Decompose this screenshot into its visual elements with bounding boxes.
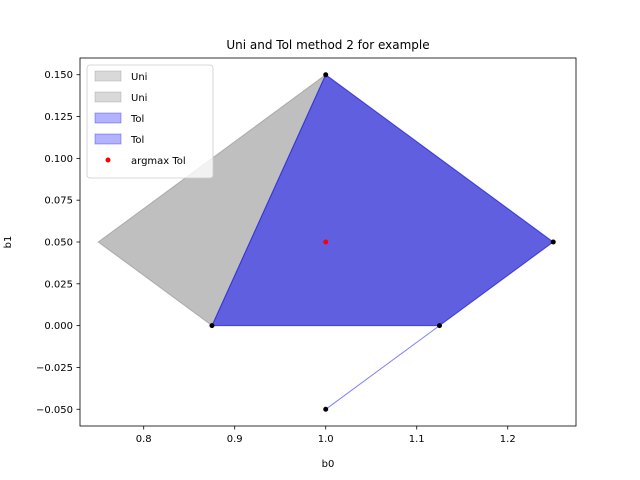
legend-label: argmax Tol [131,156,186,167]
y-tick-label: −0.025 [36,363,73,374]
legend-label: Tol [130,135,144,146]
legend-label: Uni [131,93,147,104]
y-tick-label: 0.075 [44,196,73,207]
x-tick-label: 0.9 [227,434,243,445]
vertex-point-2 [209,323,215,329]
legend-label: Uni [131,72,147,83]
x-tick-label: 1.0 [318,434,334,445]
legend-marker [105,157,111,163]
x-tick-label: 1.1 [409,434,425,445]
x-axis: 0.8 0.9 1.0 1.1 1.2 [136,426,516,445]
vertex-point-1 [550,239,556,245]
chart-title: Uni and Tol method 2 for example [226,38,429,52]
y-tick-label: −0.050 [36,405,73,416]
y-tick-label: 0.025 [44,279,73,290]
y-tick-label: 0.100 [44,154,73,165]
legend-swatch [94,70,122,82]
legend-frame [86,64,214,179]
legend-swatch [94,112,122,124]
legend-swatch [94,91,122,103]
x-tick-label: 0.8 [136,434,152,445]
legend: Uni Uni Tol Tol argmax Tol [86,64,214,179]
vertex-point-0 [323,72,329,78]
y-tick-label: 0.050 [44,238,73,249]
y-tick-label: 0.150 [44,70,73,81]
y-tick-label: 0.125 [44,112,73,123]
plot-area [97,72,556,412]
x-axis-label: b0 [322,459,335,470]
vertex-point-4 [323,406,329,412]
y-axis-label: b1 [3,236,14,249]
legend-swatch [94,133,122,145]
series-4-point-0 [323,239,329,245]
vertex-point-3 [436,323,442,329]
legend-label: Tol [130,114,144,125]
y-tick-label: 0.000 [44,321,73,332]
y-axis: −0.050 −0.025 0.000 0.025 0.050 0.075 0.100 0.1… [36,70,80,416]
x-tick-label: 1.2 [500,434,516,445]
